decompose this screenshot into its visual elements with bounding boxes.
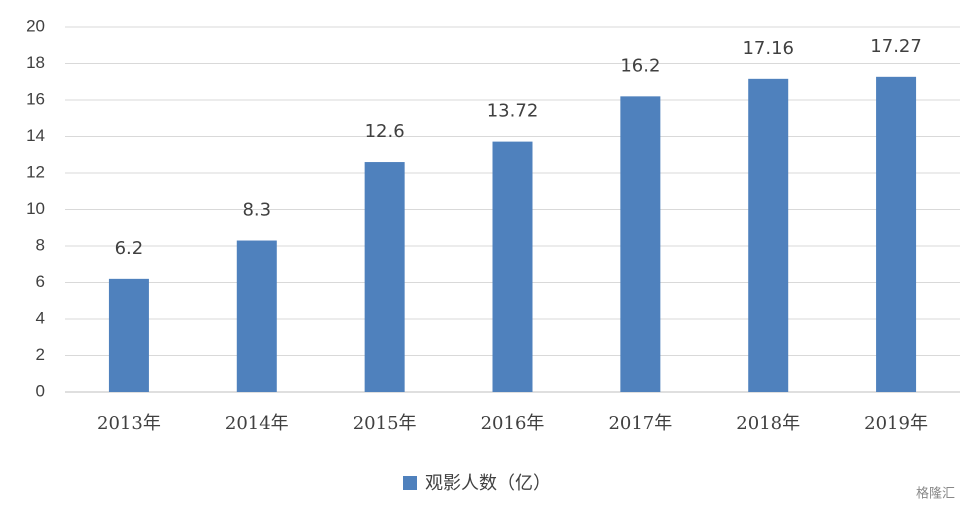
x-tick-label: 2014年 [225,413,289,434]
value-label: 17.16 [742,38,794,59]
y-tick-label: 0 [36,381,45,400]
bar [108,278,149,392]
bar [236,240,277,392]
x-tick-label: 2019年 [864,413,928,434]
value-label: 12.6 [365,121,405,142]
bar [748,78,789,392]
value-label: 6.2 [115,238,144,259]
y-tick-label: 14 [26,126,45,145]
y-tick-label: 8 [36,235,45,254]
x-tick-label: 2018年 [736,413,800,434]
x-tick-label: 2016年 [481,413,545,434]
x-tick-label: 2017年 [608,413,672,434]
watermark: 格隆汇 [916,486,955,502]
value-label: 17.27 [870,36,922,57]
y-tick-label: 12 [26,162,45,181]
bar [876,76,917,392]
y-tick-label: 6 [36,272,45,291]
y-tick-label: 10 [26,199,45,218]
x-tick-label: 2015年 [353,413,417,434]
legend-swatch [403,476,417,490]
y-tick-label: 20 [26,16,45,35]
value-label: 8.3 [242,200,271,221]
legend-label: 观影人数（亿） [425,473,551,494]
bar [620,96,661,392]
y-tick-label: 16 [26,89,45,108]
x-tick-label: 2013年 [97,413,161,434]
value-label: 16.2 [620,55,660,76]
y-tick-label: 18 [26,53,45,72]
bar [364,162,405,392]
bar [492,141,533,392]
y-tick-label: 4 [36,308,45,327]
y-tick-label: 2 [36,345,45,364]
value-label: 13.72 [487,101,539,122]
